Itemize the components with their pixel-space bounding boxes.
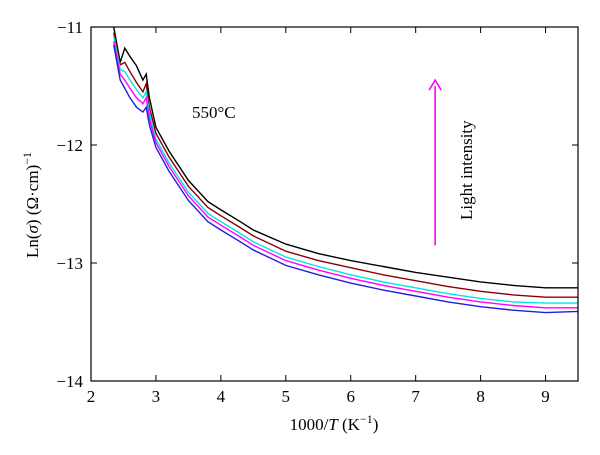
- x-tick-label: 2: [87, 387, 96, 406]
- plot-frame: [90, 26, 579, 382]
- series-layer: [113, 26, 579, 314]
- x-tick-label: 6: [346, 387, 355, 406]
- x-tick-label: 7: [411, 387, 420, 406]
- series-line-2: [113, 32, 578, 298]
- light-intensity-arrow-head: [428, 78, 442, 91]
- y-tick-label: −14: [56, 372, 83, 391]
- arrow-label: Light intensity: [457, 120, 476, 220]
- series-line-3: [113, 36, 578, 304]
- x-tick-label: 8: [476, 387, 485, 406]
- x-tick-label: 9: [541, 387, 550, 406]
- y-tick-label: −12: [56, 136, 83, 155]
- x-tick-label: 5: [282, 387, 291, 406]
- x-tick-label: 4: [217, 387, 226, 406]
- y-axis-label: Ln(σ) (Ω·cm)−1: [20, 152, 42, 258]
- arrow-layer: [428, 78, 442, 246]
- y-tick-label: −11: [57, 18, 83, 37]
- series-line-1: [113, 26, 578, 289]
- x-axis-label: 1000/T (K−1): [290, 412, 379, 434]
- x-tick-label: 3: [152, 387, 161, 406]
- series-line-4: [113, 41, 578, 309]
- ticks-layer: 2 3 4 5 6 7 8 9 −11 −12 −13 −14: [56, 18, 578, 406]
- temperature-annotation: 550°C: [192, 103, 236, 122]
- y-tick-label: −13: [56, 254, 83, 273]
- series-line-5: [113, 44, 579, 314]
